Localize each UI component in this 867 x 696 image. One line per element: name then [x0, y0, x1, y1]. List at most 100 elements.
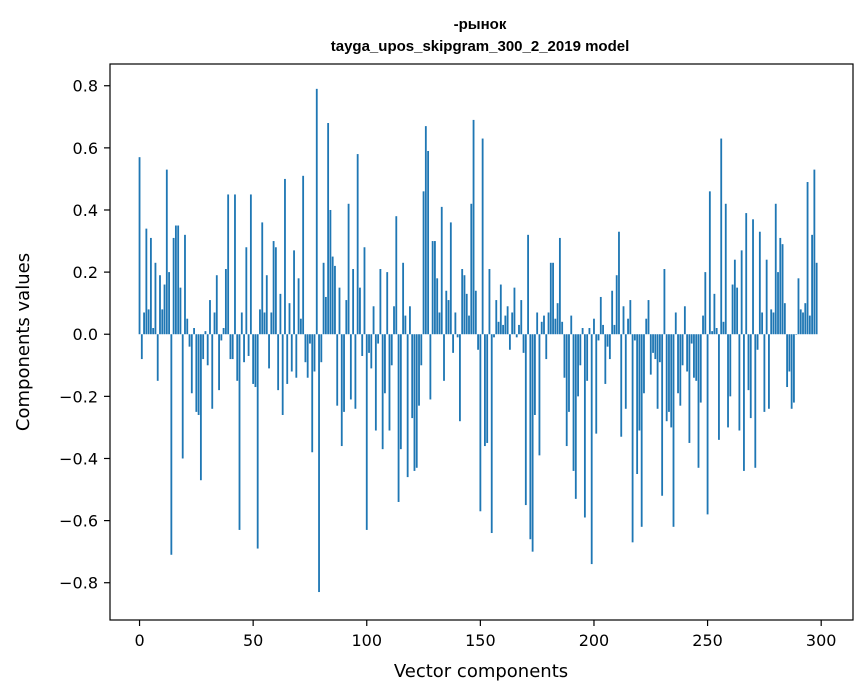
bar-component-24 — [193, 328, 195, 335]
bar-component-126 — [424, 126, 427, 335]
bar-component-175 — [536, 312, 539, 335]
x-tick-label: 200 — [579, 631, 610, 650]
bar-component-292 — [802, 312, 804, 335]
bar-component-85 — [331, 256, 334, 335]
bar-component-122 — [415, 334, 418, 468]
bar-component-57 — [268, 334, 270, 369]
bar-component-172 — [529, 334, 532, 540]
bar-component-176 — [538, 334, 541, 456]
bar-component-107 — [381, 334, 384, 450]
bar-component-268 — [747, 334, 750, 391]
bar-component-193 — [577, 334, 579, 397]
bar-component-201 — [595, 334, 598, 434]
bar-component-14 — [170, 334, 173, 555]
bar-component-32 — [211, 334, 214, 409]
bar-component-212 — [620, 334, 623, 437]
bar-component-124 — [420, 334, 423, 366]
bar-component-208 — [611, 290, 614, 335]
bar-component-240 — [683, 306, 686, 335]
bar-component-241 — [686, 334, 689, 372]
x-axis-label: Vector components — [394, 661, 568, 682]
bar-component-152 — [484, 334, 486, 447]
bar-component-45 — [240, 312, 243, 335]
bar-component-64 — [284, 178, 286, 335]
bar-component-102 — [370, 334, 373, 369]
y-tick-label: 0.4 — [73, 201, 98, 220]
bar-component-2 — [143, 312, 145, 335]
bar-component-90 — [343, 334, 345, 412]
y-tick-label: −0.4 — [59, 449, 98, 468]
bar-component-82 — [324, 296, 327, 335]
axis-ticks: 0 50 100 150 200 250 300 0.8 0.6 0.4 0.2 0.0 −0.2 −0.… — [59, 77, 836, 650]
y-tick-label: −0.6 — [59, 512, 98, 531]
bar-component-47 — [245, 247, 248, 335]
bar-component-128 — [429, 334, 432, 400]
bar-component-87 — [336, 334, 339, 406]
bar-component-284 — [783, 303, 786, 335]
bar-component-59 — [272, 241, 275, 335]
bar-component-186 — [561, 321, 564, 335]
bar-component-71 — [299, 318, 302, 335]
bar-component-1 — [140, 334, 143, 360]
x-tick-label: 150 — [465, 631, 496, 650]
bar-component-213 — [622, 306, 625, 335]
bar-component-167 — [518, 324, 520, 335]
bar-component-76 — [311, 334, 314, 453]
bar-component-104 — [374, 334, 377, 431]
bar-component-72 — [302, 175, 305, 335]
bar-component-52 — [256, 334, 259, 549]
y-tick-label: 0.0 — [73, 325, 98, 344]
bar-component-170 — [524, 334, 527, 506]
bar-component-257 — [722, 321, 725, 335]
bar-component-78 — [315, 88, 318, 335]
bar-component-55 — [263, 312, 266, 335]
bar-component-227 — [654, 334, 657, 360]
bar-component-291 — [799, 309, 802, 335]
bar-component-229 — [658, 334, 661, 363]
bar-component-264 — [738, 334, 741, 431]
bar-component-233 — [668, 334, 670, 412]
bar-component-148 — [474, 290, 477, 335]
bar-component-105 — [377, 334, 380, 344]
bar-component-25 — [195, 334, 198, 412]
bar-component-108 — [384, 334, 386, 394]
bar-component-111 — [390, 334, 393, 366]
chart-title-line-2: tayga_upos_skipgram_300_2_2019 model — [331, 38, 630, 55]
bar-component-171 — [527, 234, 529, 335]
bar-component-158 — [497, 321, 500, 335]
bar-component-196 — [583, 334, 586, 518]
bar-component-0 — [138, 157, 141, 335]
bar-component-245 — [695, 334, 698, 381]
bar-component-21 — [186, 318, 189, 335]
bar-component-159 — [499, 284, 502, 335]
bar-component-30 — [206, 334, 209, 366]
bar-component-235 — [672, 334, 675, 527]
bar-component-114 — [397, 334, 400, 502]
bar-component-68 — [293, 250, 295, 335]
bar-component-209 — [613, 324, 616, 335]
bar-component-288 — [793, 334, 795, 403]
bar-component-278 — [770, 309, 773, 335]
bar-component-106 — [379, 269, 382, 335]
bar-component-92 — [347, 203, 350, 335]
bar-component-19 — [181, 334, 184, 459]
bar-component-146 — [470, 203, 473, 335]
bar-component-79 — [318, 334, 320, 593]
bar-component-91 — [345, 300, 348, 335]
bar-component-199 — [590, 334, 593, 565]
bar-component-151 — [481, 138, 484, 335]
bar-component-183 — [554, 318, 557, 335]
bar-component-44 — [238, 334, 241, 530]
bar-component-281 — [777, 272, 779, 335]
bar-component-216 — [629, 300, 632, 335]
bar-component-276 — [765, 259, 768, 335]
bar-component-15 — [172, 237, 175, 335]
bar-component-9 — [159, 275, 161, 335]
bar-series — [138, 88, 818, 593]
bar-component-54 — [261, 222, 264, 335]
bar-component-110 — [388, 334, 391, 431]
bar-component-31 — [209, 300, 211, 335]
y-axis-label: Components values — [13, 253, 34, 431]
y-tick-label: −0.2 — [59, 387, 98, 406]
bar-component-116 — [402, 262, 405, 335]
